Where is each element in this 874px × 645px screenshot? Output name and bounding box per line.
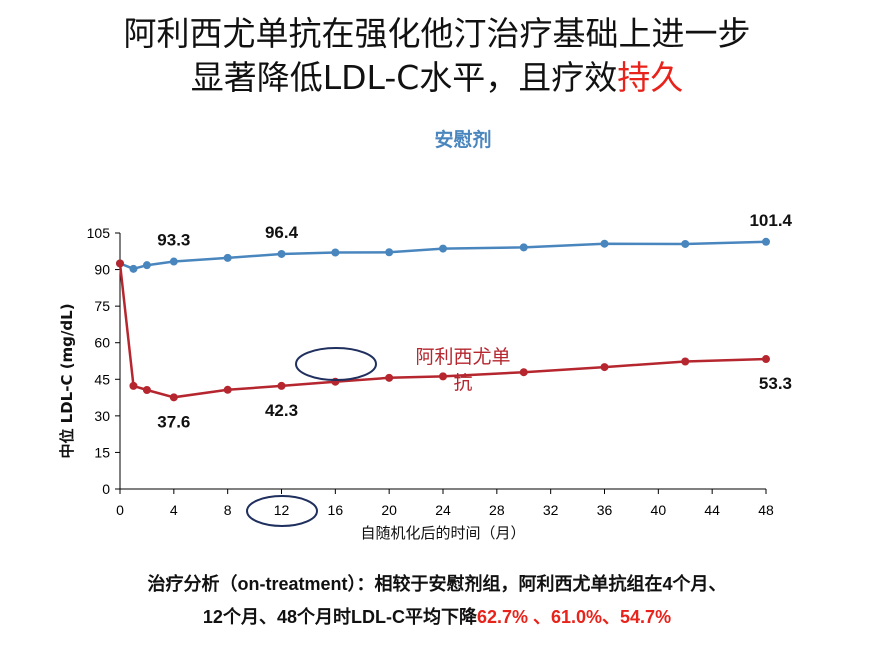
series-label-alirocumab-line-2: 抗 [453, 372, 472, 394]
data-label: 101.4 [749, 211, 792, 230]
data-point-s0 [385, 248, 394, 257]
title-line-1: 阿利西尤单抗在强化他汀治疗基础上进一步 [123, 14, 751, 53]
y-tick-label: 105 [87, 225, 111, 241]
title-line-2-text: 显著降低LDL-C水平，且疗效 [190, 58, 618, 97]
data-label: 53.3 [759, 374, 792, 393]
x-tick-label: 44 [704, 502, 720, 518]
y-tick-label: 90 [94, 262, 110, 278]
title-line-2: 显著降低LDL-C水平，且疗效持久 [0, 58, 874, 98]
x-tick-label: 40 [651, 502, 667, 518]
data-point-s1 [116, 259, 124, 268]
y-tick-label: 45 [94, 371, 110, 387]
y-tick-label: 15 [94, 444, 110, 460]
series-label-placebo: 安慰剂 [434, 128, 491, 151]
data-point-s1 [129, 381, 138, 390]
y-tick-label: 30 [94, 408, 110, 424]
footer-highlight: 62.7% 、61.0%、54.7% [476, 607, 672, 627]
data-point-s1 [681, 357, 690, 366]
data-point-s0 [277, 249, 286, 258]
x-tick-label: 48 [758, 502, 774, 518]
data-point-s0 [129, 264, 138, 273]
x-tick-label: 24 [435, 502, 451, 518]
footer-line-2: 12个月、48个月时LDL-C平均下降62.7% 、61.0%、54.7% [0, 603, 874, 629]
data-point-s0 [223, 253, 232, 262]
data-point-s1 [277, 381, 286, 390]
y-tick-label: 75 [94, 298, 110, 314]
data-point-s1 [142, 386, 151, 395]
data-label: 42.3 [265, 401, 298, 420]
data-point-s1 [169, 393, 178, 402]
data-point-s1 [600, 363, 609, 372]
footer-line-1: 治疗分析（on-treatment）：相较于安慰剂组，阿利西尤单抗组在4个月、 [147, 574, 727, 594]
data-point-s1 [762, 355, 770, 364]
data-point-s1 [519, 368, 528, 377]
footer-line-2-text: 12个月、48个月时LDL-C平均下降 [202, 607, 477, 627]
data-point-s0 [169, 257, 178, 266]
data-point-s1 [223, 385, 232, 394]
y-axis-label: 中位 LDL-C (mg/dL) [58, 303, 76, 458]
data-point-s1 [331, 377, 340, 386]
title-highlight: 持久 [617, 58, 684, 97]
data-point-s1 [439, 372, 447, 381]
x-axis-label: 自随机化后的时间（月） [360, 524, 525, 542]
data-point-s0 [762, 237, 770, 246]
data-label: 93.3 [157, 231, 190, 250]
highlight-circle-x-tick [246, 495, 318, 527]
y-tick-label: 0 [102, 481, 110, 497]
data-label: 96.4 [265, 223, 299, 242]
highlight-circle-series [295, 347, 377, 381]
data-point-s0 [439, 244, 447, 253]
x-tick-label: 20 [381, 502, 397, 518]
data-point-s0 [519, 243, 528, 252]
x-tick-label: 12 [274, 502, 290, 518]
y-tick-label: 60 [94, 335, 110, 351]
x-tick-label: 28 [489, 502, 505, 518]
x-tick-label: 4 [170, 502, 178, 518]
x-tick-label: 0 [116, 502, 124, 518]
data-point-s0 [142, 261, 151, 270]
x-tick-label: 16 [328, 502, 344, 518]
data-point-s0 [600, 239, 609, 248]
x-tick-label: 36 [597, 502, 613, 518]
data-point-s0 [331, 248, 340, 257]
data-label: 37.6 [157, 412, 190, 431]
x-tick-label: 8 [224, 502, 232, 518]
series-label-alirocumab-line-1: 阿利西尤单 [415, 346, 510, 368]
x-tick-label: 32 [543, 502, 559, 518]
data-point-s0 [681, 239, 690, 248]
data-point-s1 [385, 373, 394, 382]
